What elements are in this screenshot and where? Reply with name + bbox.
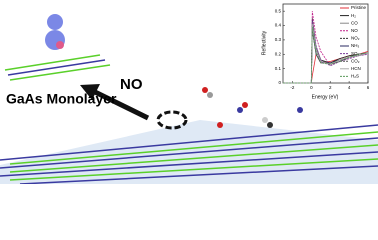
legend-label: SO₂ (351, 51, 360, 56)
legend-label: CO₂ (351, 58, 360, 63)
adsorption-site (156, 110, 188, 130)
arrow (80, 84, 150, 121)
lattice (0, 14, 378, 184)
x-axis-label: Energy (eV) (312, 94, 339, 100)
y-tick-label: 0 (278, 80, 281, 85)
monolayer-label: GaAs Monolayer (6, 91, 117, 107)
legend-label: H₂S (351, 74, 359, 79)
molecule-label: NO (120, 76, 143, 93)
x-tick-label: -2 (290, 85, 294, 90)
legend-label: NH₃ (351, 43, 359, 48)
legend-label: Pristine (351, 5, 367, 10)
legend-label: NO₂ (351, 36, 360, 41)
legend-label: H₂ (351, 13, 356, 18)
legend-label: NO (351, 28, 358, 33)
inset-chart: Reflectivity Energy (eV) 0 0.1 0.2 0.3 0.4 0.… (261, 3, 370, 100)
plot-frame (282, 3, 369, 84)
x-tick-label: 2 (329, 85, 332, 90)
legend-label: CO (351, 20, 358, 25)
molecules (202, 87, 303, 128)
graphic: GaAs Monolayer NO Reflectivity Energy (e… (0, 3, 378, 184)
x-tick-label: 4 (348, 85, 351, 90)
y-tick-label: 0.4 (275, 23, 282, 28)
x-tick-label: 6 (367, 85, 370, 90)
y-axis-label: Reflectivity (261, 30, 267, 55)
y-tick-label: 0.3 (275, 37, 282, 42)
x-tick-label: 0 (310, 85, 313, 90)
y-tick-label: 0.5 (275, 8, 282, 13)
series-line (283, 26, 369, 84)
y-tick-label: 0.1 (275, 66, 282, 71)
y-tick-label: 0.2 (275, 51, 282, 56)
legend-label: HCN (351, 66, 361, 71)
